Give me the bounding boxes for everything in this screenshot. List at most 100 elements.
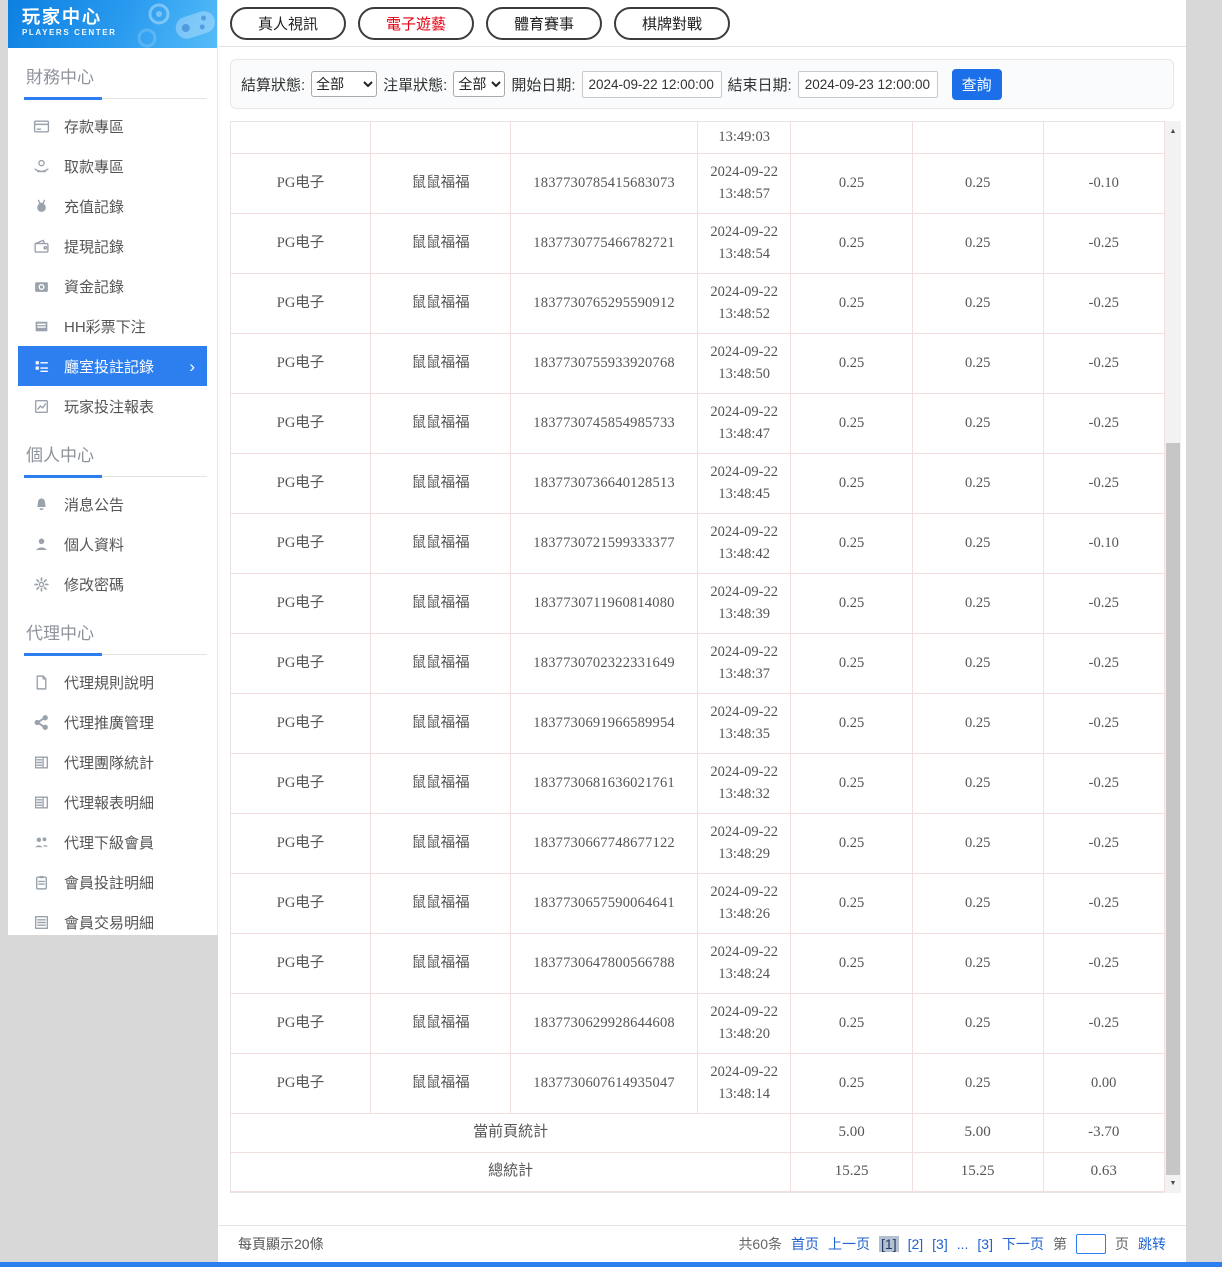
sidebar-item-share[interactable]: 代理推廣管理 [18,702,207,742]
table-row: PG电子 鼠鼠福福 1837730721599333377 2024-09-22 13:… [231,514,1165,574]
jump-page-input[interactable] [1076,1234,1106,1254]
cell-platform: PG电子 [231,874,372,934]
start-date-input[interactable] [581,70,722,98]
cell-profit: 0.00 [1043,1054,1165,1114]
cell-player: 鼠鼠福福 [371,994,512,1054]
cell-bet-amount: 0.25 [791,934,913,994]
cell-valid-amount: 0.25 [912,154,1044,214]
sidebar-item-document[interactable]: 代理規則說明 [18,662,207,702]
document-icon [33,674,50,691]
cell-bet-amount: 0.25 [791,154,913,214]
cell-time: 2024-09-22 13:48:50 [697,334,792,394]
section-underline-decoration [18,653,207,656]
cell-player [371,122,512,154]
person-icon [33,536,50,553]
sidebar-item-deposit-card[interactable]: 存款專區 [18,106,207,146]
sidebar-item-list[interactable]: 會員交易明細 [18,902,207,935]
cell-bet-amount: 0.25 [791,394,913,454]
betting-record-icon [33,358,50,375]
sidebar-item-label: HH彩票下注 [64,318,146,336]
chevron-right-icon: › [189,356,195,376]
cell-bet-amount: 0.25 [791,814,913,874]
order-status-select[interactable]: 全部 [453,71,506,97]
scroll-up-arrow[interactable]: ▲ [1165,123,1181,139]
cell-valid-amount: 0.25 [912,574,1044,634]
sidebar-item-betting-record[interactable]: 廳室投註記錄 › [18,346,207,386]
cell-valid-amount: 0.25 [912,634,1044,694]
cell-time: 2024-09-22 13:48:42 [697,514,792,574]
cell-time: 2024-09-22 13:48:54 [697,214,792,274]
tab-4[interactable]: 棋牌對戰 [614,6,731,40]
people-icon [33,834,50,851]
cell-bet-amount: 0.25 [791,634,913,694]
page-link-5[interactable]: [3] [977,1236,993,1252]
settle-status-select[interactable]: 全部 [311,71,378,97]
scroll-thumb[interactable] [1166,442,1180,1175]
sidebar-item-news[interactable]: 代理報表明細 [18,782,207,822]
end-date-input[interactable] [797,70,938,98]
sidebar-item-people[interactable]: 代理下級會員 [18,822,207,862]
table-scrollbar[interactable]: ▲ ▼ [1165,121,1181,1193]
table-row: PG电子 鼠鼠福福 1837730785415683073 2024-09-22 13:… [231,154,1165,214]
sidebar-item-label: 代理報表明細 [64,794,155,812]
sidebar-item-label: 玩家投注報表 [64,398,155,416]
sidebar-item-withdraw-hand[interactable]: 取款專區 [18,146,207,186]
prev-page-link[interactable]: 上一页 [828,1236,871,1252]
news-icon [33,794,50,811]
cell-platform: PG电子 [231,334,372,394]
sidebar-item-bell[interactable]: 消息公告 [18,484,207,524]
sidebar-item-lottery-list[interactable]: HH彩票下注 [18,306,207,346]
page-link-3[interactable]: [3] [932,1236,948,1252]
scroll-down-arrow[interactable]: ▼ [1165,1175,1181,1191]
table-row: PG电子 鼠鼠福福 1837730765295590912 2024-09-22 13:… [231,274,1165,334]
cell-platform: PG电子 [231,994,372,1054]
tab-1[interactable]: 真人視訊 [230,6,347,40]
search-button[interactable]: 查詢 [951,68,1002,100]
cell-platform: PG电子 [231,1054,372,1114]
cell-bet-id: 1837730736640128513 [511,454,698,514]
summary-profit: -3.70 [1043,1114,1165,1153]
sidebar-item-wallet[interactable]: 提現記錄 [18,226,207,266]
cell-platform: PG电子 [231,814,372,874]
tab-3[interactable]: 體育賽事 [486,6,603,40]
sidebar-item-label: 消息公告 [64,496,125,514]
cell-time: 2024-09-22 13:48:32 [697,754,792,814]
summary-valid-amount: 5.00 [912,1114,1044,1153]
sidebar-item-label: 提現記錄 [64,238,125,256]
sidebar-item-news[interactable]: 代理團隊統計 [18,742,207,782]
table-row: PG电子 鼠鼠福福 1837730681636021761 2024-09-22 13:… [231,754,1165,814]
cell-time: 2024-09-22 13:48:14 [697,1054,792,1114]
cell-profit: -0.25 [1043,574,1165,634]
cell-bet-id: 1837730681636021761 [511,754,698,814]
sidebar-item-gear[interactable]: 修改密碼 [18,564,207,604]
cell-valid-amount: 0.25 [912,994,1044,1054]
cell-bet-amount: 0.25 [791,334,913,394]
jump-button[interactable]: 跳转 [1138,1236,1166,1252]
funds-icon [33,278,50,295]
section-underline-decoration [18,475,207,478]
next-page-link[interactable]: 下一页 [1002,1236,1044,1252]
jump-prefix-text: 第 [1053,1236,1067,1252]
cell-bet-id: 1837730775466782721 [511,214,698,274]
tab-2[interactable]: 電子遊藝 [358,6,475,40]
table-row: PG电子 鼠鼠福福 1837730711960814080 2024-09-22 13:… [231,574,1165,634]
page-link-1[interactable]: [1] [879,1236,899,1252]
cell-profit: -0.10 [1043,154,1165,214]
table-row-page-summary: 當前頁統計 5.00 5.00 -3.70 [231,1114,1165,1153]
sidebar-item-funds[interactable]: 資金記錄 [18,266,207,306]
first-page-link[interactable]: 首页 [791,1236,820,1252]
sidebar-item-label: 代理團隊統計 [64,754,155,772]
page-size-text: 每頁顯示20條 [238,1236,324,1252]
cell-platform: PG电子 [231,514,372,574]
filter-panel: 結算狀態: 全部 注單狀態: 全部 開始日期: 結束日期: 查詢 [230,59,1174,109]
sidebar-item-clipboard[interactable]: 會員投註明細 [18,862,207,902]
cell-time: 2024-09-22 13:48:52 [697,274,792,334]
sidebar-item-report-chart[interactable]: 玩家投注報表 [18,386,207,426]
cell-player: 鼠鼠福福 [371,1054,512,1114]
withdraw-hand-icon [33,158,50,175]
page-link-2[interactable]: [2] [907,1236,924,1252]
cell-bet-amount: 0.25 [791,694,913,754]
cell-time: 2024-09-22 13:48:47 [697,394,792,454]
sidebar-item-moneybag[interactable]: 充值記錄 [18,186,207,226]
sidebar-item-person[interactable]: 個人資料 [18,524,207,564]
